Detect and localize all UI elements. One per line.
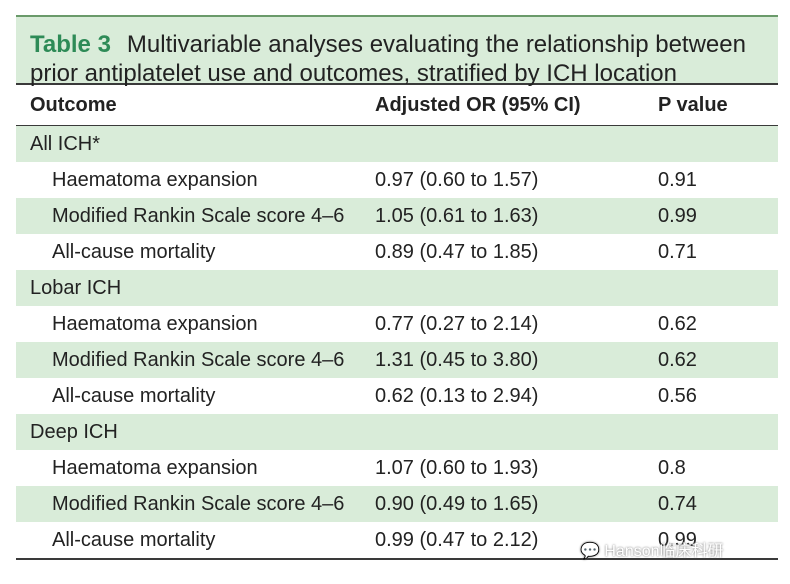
p-cell: 0.56 [658, 384, 697, 407]
table-label: Table 3 [30, 31, 111, 58]
p-cell: 0.62 [644, 342, 778, 378]
table-row: Modified Rankin Scale score 4–6 0.90 (0.… [16, 486, 778, 522]
chat-bubble-icon: 💬 [580, 543, 605, 560]
outcome-cell: Haematoma expansion [52, 168, 258, 191]
p-cell: 0.71 [658, 240, 697, 263]
table-row: Haematoma expansion 0.97 (0.60 to 1.57) … [16, 162, 778, 198]
group-label: All ICH* [16, 125, 778, 162]
table-row: All-cause mortality 0.62 (0.13 to 2.94) … [16, 378, 778, 414]
group-row-all-ich: All ICH* [16, 125, 778, 162]
group-row-lobar-ich: Lobar ICH [16, 270, 778, 306]
table-caption: Table 3 Multivariable analyses evaluating… [16, 15, 778, 87]
or-cell: 1.07 (0.60 to 1.93) [375, 456, 539, 479]
outcome-cell: Modified Rankin Scale score 4–6 [16, 198, 361, 234]
table-figure: Table 3 Multivariable analyses evaluating… [16, 15, 778, 560]
or-cell: 0.77 (0.27 to 2.14) [375, 312, 539, 335]
table-row: Modified Rankin Scale score 4–6 1.05 (0.… [16, 198, 778, 234]
p-cell: 0.74 [644, 486, 778, 522]
or-cell: 0.99 (0.47 to 2.12) [361, 522, 644, 560]
p-cell: 0.91 [658, 168, 697, 191]
or-cell: 0.97 (0.60 to 1.57) [375, 168, 539, 191]
header-row: Outcome Adjusted OR (95% CI) P value [16, 83, 778, 126]
outcome-cell: Haematoma expansion [52, 456, 258, 479]
or-cell: 0.89 (0.47 to 1.85) [375, 240, 539, 263]
or-cell: 1.31 (0.45 to 3.80) [361, 342, 644, 378]
table-row: Modified Rankin Scale score 4–6 1.31 (0.… [16, 342, 778, 378]
results-table: Outcome Adjusted OR (95% CI) P value All… [16, 83, 778, 560]
outcome-cell: All-cause mortality [16, 522, 361, 560]
watermark: 💬 Hanson临床科研 [580, 537, 724, 561]
p-cell: 0.8 [658, 456, 686, 479]
outcome-cell: All-cause mortality [52, 240, 216, 263]
watermark-text: Hanson临床科研 [604, 543, 724, 560]
header-adjusted-or: Adjusted OR (95% CI) [361, 83, 644, 126]
outcome-cell: All-cause mortality [52, 384, 216, 407]
or-cell: 0.62 (0.13 to 2.94) [375, 384, 539, 407]
table-row: Haematoma expansion 0.77 (0.27 to 2.14) … [16, 306, 778, 342]
group-label: Deep ICH [16, 414, 778, 450]
p-cell: 0.62 [658, 312, 697, 335]
caption-title-line-2: prior antiplatelet use and outcomes, str… [30, 60, 678, 87]
group-label: Lobar ICH [16, 270, 778, 306]
table-row: All-cause mortality 0.99 (0.47 to 2.12) … [16, 522, 778, 560]
caption-title-line-1: Multivariable analyses evaluating the re… [126, 31, 746, 58]
outcome-cell: Modified Rankin Scale score 4–6 [16, 342, 361, 378]
p-cell: 0.99 [644, 198, 778, 234]
p-cell: 0.99 [644, 522, 778, 560]
outcome-cell: Haematoma expansion [52, 312, 258, 335]
or-cell: 0.90 (0.49 to 1.65) [361, 486, 644, 522]
header-outcome: Outcome [16, 83, 361, 126]
table-row: All-cause mortality 0.89 (0.47 to 1.85) … [16, 234, 778, 270]
outcome-cell: Modified Rankin Scale score 4–6 [16, 486, 361, 522]
or-cell: 1.05 (0.61 to 1.63) [361, 198, 644, 234]
header-p-value: P value [644, 83, 778, 126]
table-row: Haematoma expansion 1.07 (0.60 to 1.93) … [16, 450, 778, 486]
group-row-deep-ich: Deep ICH [16, 414, 778, 450]
